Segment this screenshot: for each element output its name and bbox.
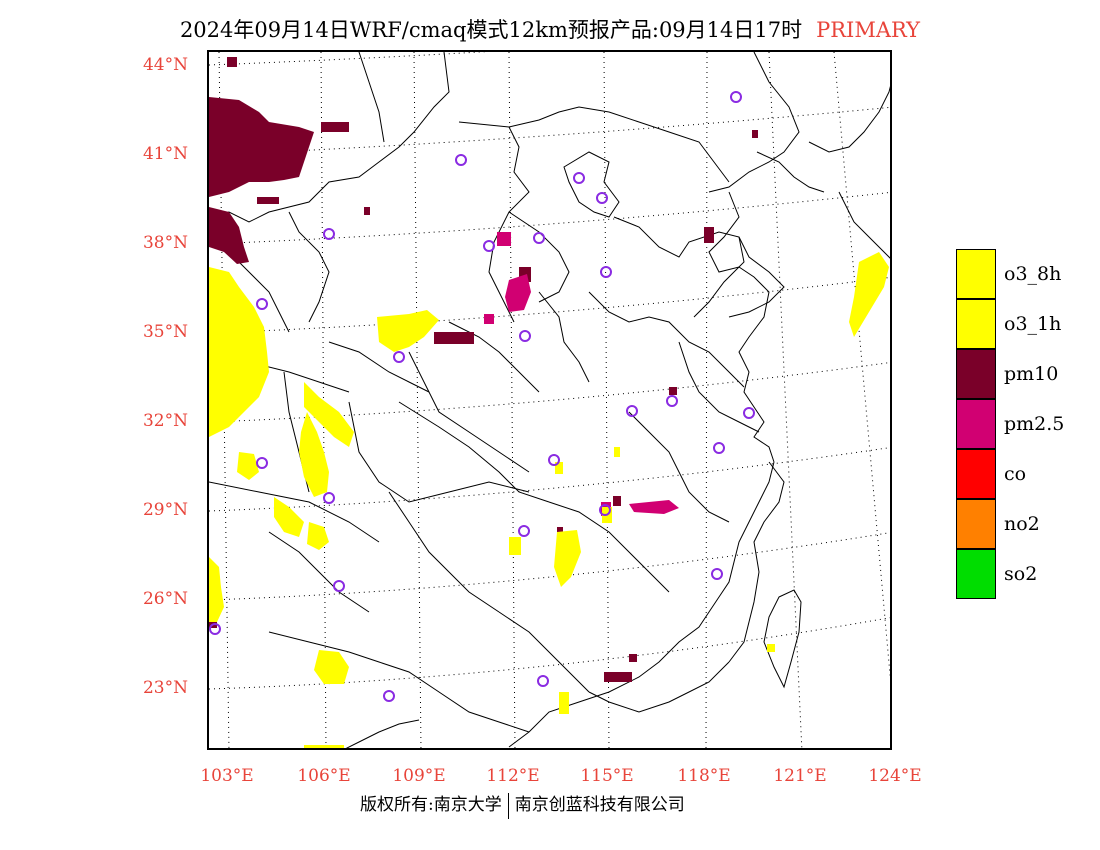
legend-swatch-so2 <box>956 549 996 599</box>
pollutant-legend: o3_8h o3_1h pm10 pm2.5 co no2 so2 <box>956 249 1086 599</box>
legend-item-pm10: pm10 <box>956 349 1086 399</box>
map-title-text: 2024年09月14日WRF/cmaq模式12km预报产品:09月14日17时 <box>179 18 803 42</box>
lat-label-44: 44°N <box>142 55 188 75</box>
lon-label-124: 124°E <box>868 766 922 786</box>
legend-swatch-o3-1h <box>956 299 996 349</box>
coastline <box>508 85 890 748</box>
legend-item-pm25: pm2.5 <box>956 399 1086 449</box>
legend-swatch-co <box>956 449 996 499</box>
lat-label-32: 32°N <box>142 411 188 431</box>
city-markers <box>209 91 755 702</box>
map-panel[interactable] <box>207 50 892 750</box>
legend-label-o3-1h: o3_1h <box>1004 313 1062 335</box>
legend-label-pm25: pm2.5 <box>1004 413 1065 435</box>
lat-label-29: 29°N <box>142 500 188 520</box>
legend-swatch-no2 <box>956 499 996 549</box>
legend-label-co: co <box>1004 463 1027 485</box>
lon-label-112: 112°E <box>486 766 540 786</box>
lon-label-106: 106°E <box>297 766 351 786</box>
map-canvas <box>209 52 890 748</box>
lon-label-118: 118°E <box>677 766 731 786</box>
legend-swatch-pm10 <box>956 349 996 399</box>
legend-item-co: co <box>956 449 1086 499</box>
legend-label-pm10: pm10 <box>1004 363 1059 385</box>
lat-label-38: 38°N <box>142 233 188 253</box>
footer-separator <box>507 792 509 819</box>
lat-label-35: 35°N <box>142 322 188 342</box>
legend-item-o3-1h: o3_1h <box>956 299 1086 349</box>
lat-label-23: 23°N <box>142 678 188 698</box>
primary-tag: PRIMARY <box>816 18 921 42</box>
pm25-areas <box>484 232 679 516</box>
o3-areas <box>209 252 889 748</box>
lat-label-26: 26°N <box>142 589 188 609</box>
legend-item-no2: no2 <box>956 499 1086 549</box>
copyright-left: 版权所有:南京大学 <box>360 795 502 815</box>
lon-label-121: 121°E <box>773 766 827 786</box>
legend-label-so2: so2 <box>1004 563 1038 585</box>
pm10-areas <box>209 57 758 682</box>
legend-item-o3-8h: o3_8h <box>956 249 1086 299</box>
province-borders <box>209 52 800 733</box>
south-border <box>345 719 420 748</box>
map-title: 2024年09月14日WRF/cmaq模式12km预报产品:09月14日17时 P… <box>0 14 1100 44</box>
lon-label-103: 103°E <box>200 766 254 786</box>
legend-item-so2: so2 <box>956 549 1086 599</box>
copyright-footer: 版权所有:南京大学 南京创蓝科技有限公司 <box>360 790 685 819</box>
taiwan-island <box>763 589 802 689</box>
lon-label-109: 109°E <box>392 766 446 786</box>
latitude-gridlines <box>209 52 890 690</box>
legend-label-no2: no2 <box>1004 513 1040 535</box>
legend-label-o3-8h: o3_8h <box>1004 263 1062 285</box>
legend-swatch-o3-8h <box>956 249 996 299</box>
lon-label-115: 115°E <box>580 766 634 786</box>
legend-swatch-pm25 <box>956 399 996 449</box>
copyright-right: 南京创蓝科技有限公司 <box>514 795 685 815</box>
lat-label-41: 41°N <box>142 144 188 164</box>
